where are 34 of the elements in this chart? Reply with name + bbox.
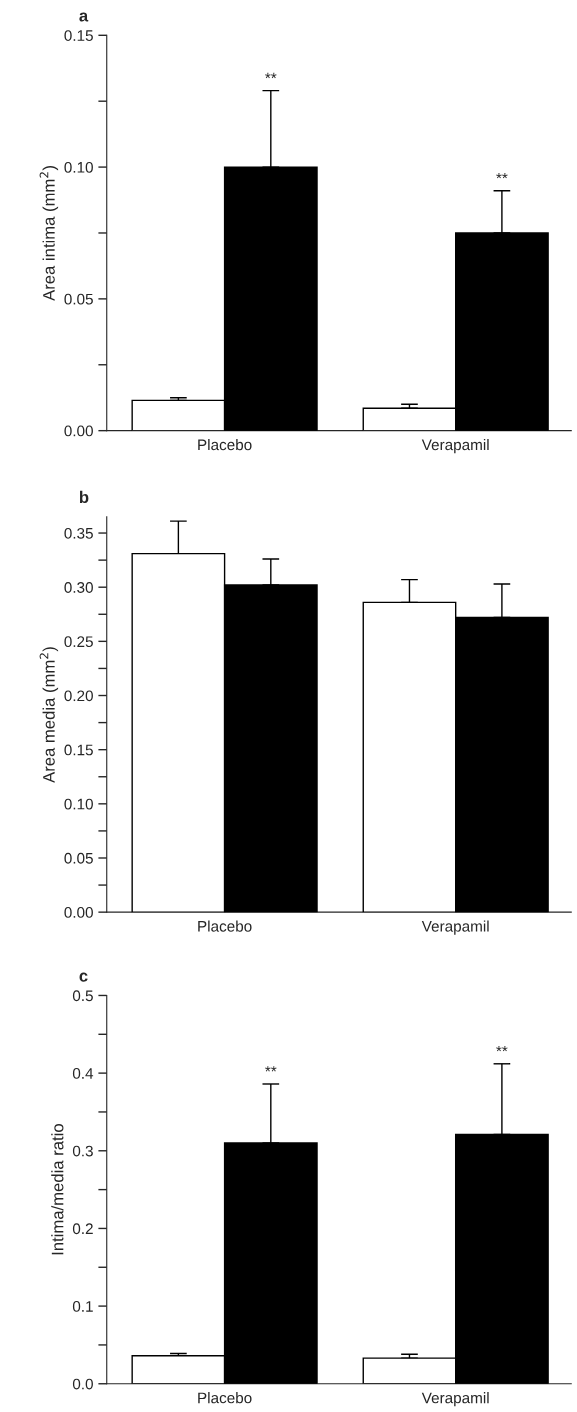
y-tick-label: 0.25 <box>64 636 93 648</box>
annotation: ** <box>265 1066 277 1072</box>
x-tick-label: Placebo <box>198 920 252 932</box>
y-tick-label: 0.1 <box>72 1300 93 1312</box>
x-tick-label: Placebo <box>198 1392 252 1404</box>
y-tick-label: 0.5 <box>72 990 93 1002</box>
y-tick-label: 0.0 <box>72 1378 93 1390</box>
y-axis-title: Area intima (mm$^{2}$) <box>39 166 59 301</box>
y-tick-label: 0.00 <box>64 907 93 918</box>
x-tick-label: Placebo <box>198 438 252 451</box>
x-tick-label: Verapamil <box>421 1392 489 1407</box>
y-tick-label: 0.15 <box>64 30 93 41</box>
annotation: ** <box>496 1045 508 1052</box>
y-axis-title: Area media (mm$^{2}$) <box>39 647 59 783</box>
y-tick-label: 0.15 <box>64 744 93 756</box>
y-tick-label: 0.2 <box>72 1223 93 1235</box>
y-tick-label: 0.00 <box>64 425 93 437</box>
x-tick-label: Verapamil <box>421 920 489 935</box>
y-tick-label: 0.05 <box>64 293 93 305</box>
annotation: ** <box>496 172 508 179</box>
x-tick-label: Verapamil <box>421 438 489 454</box>
y-tick-label: 0.35 <box>64 527 93 539</box>
annotation: ** <box>265 72 277 79</box>
y-tick-label: 0.3 <box>72 1145 93 1157</box>
chart-title: c <box>79 972 88 982</box>
y-tick-label: 0.10 <box>64 798 93 810</box>
y-tick-label: 0.10 <box>64 161 93 173</box>
chart-title: b <box>79 490 89 504</box>
y-tick-label: 0.4 <box>72 1067 94 1079</box>
y-axis-title: Intima/media ratio <box>51 1124 64 1255</box>
chart-title: a <box>79 12 89 22</box>
y-tick-label: 0.05 <box>64 852 93 864</box>
y-tick-label: 0.30 <box>64 582 93 593</box>
y-tick-label: 0.20 <box>64 690 93 702</box>
